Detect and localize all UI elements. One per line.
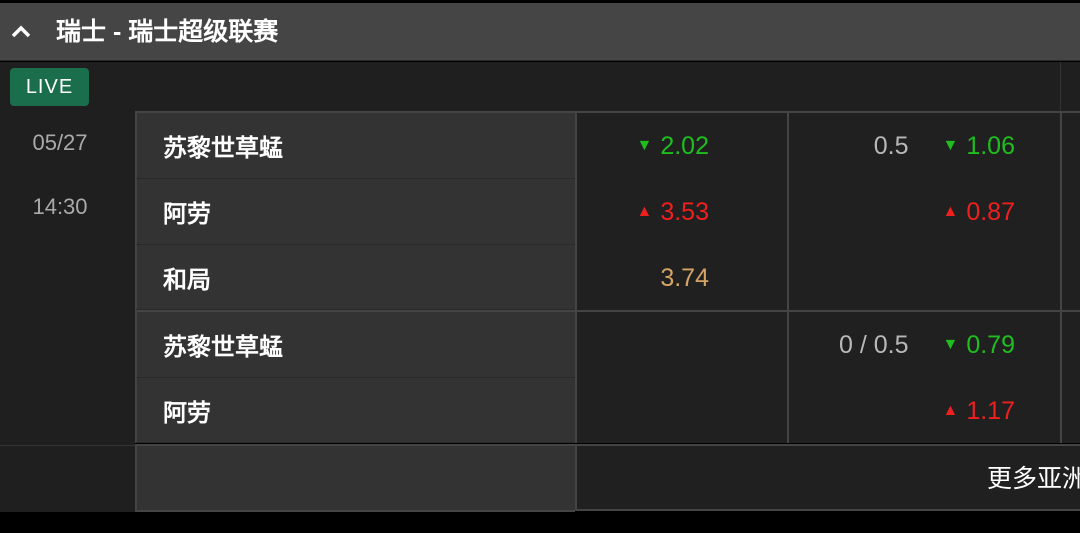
down-arrow-icon: ▼ [636,137,653,154]
more-markets-link[interactable]: 更多亚洲 [575,444,1080,511]
divider [1060,62,1061,112]
team-row: 苏黎世草蜢 [135,113,575,179]
team-row: 阿劳 [135,179,575,245]
chevron-up-icon[interactable] [10,21,32,43]
handicap-cell: 0 / 0.5 ▼ 0.79 ▲ 1.17 [787,312,1060,443]
match-time: 14:30 [32,194,88,219]
odds-button[interactable]: ▲ 3.53 [636,197,709,226]
odds-button[interactable]: ▲ 0.87 [942,197,1015,226]
up-arrow-icon: ▲ [636,203,653,220]
win-odds-cell: ▼ 2.02 ▲ 3.53 3.74 [575,113,787,310]
handicap-cell: 0.5 ▼ 1.06 ▲ 0.87 [787,113,1060,310]
odds-button[interactable]: 0.5 ▼ 1.06 [873,131,1015,160]
odds-cell [1060,312,1080,443]
odds-button[interactable]: ▲ 1.17 [942,396,1015,425]
win-odds-cell [575,312,787,443]
league-title: 瑞士 - 瑞士超级联赛 [56,18,279,46]
live-row [0,62,1080,112]
team-row: 苏黎世草蜢 [135,312,575,378]
odds-button[interactable]: 3.74 [660,263,709,292]
live-badge: LIVE [10,68,89,106]
league-header[interactable]: 瑞士 - 瑞士超级联赛 [0,3,1080,61]
left-footer [0,445,135,512]
team-row: 和局 [135,245,575,310]
odds-button[interactable]: ▼ 2.02 [636,131,709,160]
up-arrow-icon: ▲ [942,402,959,419]
team-row: 阿劳 [135,378,575,443]
match-time-column: 05/27 14:30 [0,112,135,445]
odds-button[interactable]: 0 / 0.5 ▼ 0.79 [838,330,1015,359]
down-arrow-icon: ▼ [942,137,959,154]
footer-blank [135,444,575,512]
match-date: 05/27 [32,130,88,155]
up-arrow-icon: ▲ [942,203,959,220]
down-arrow-icon: ▼ [942,336,959,353]
odds-cell [1060,113,1080,310]
